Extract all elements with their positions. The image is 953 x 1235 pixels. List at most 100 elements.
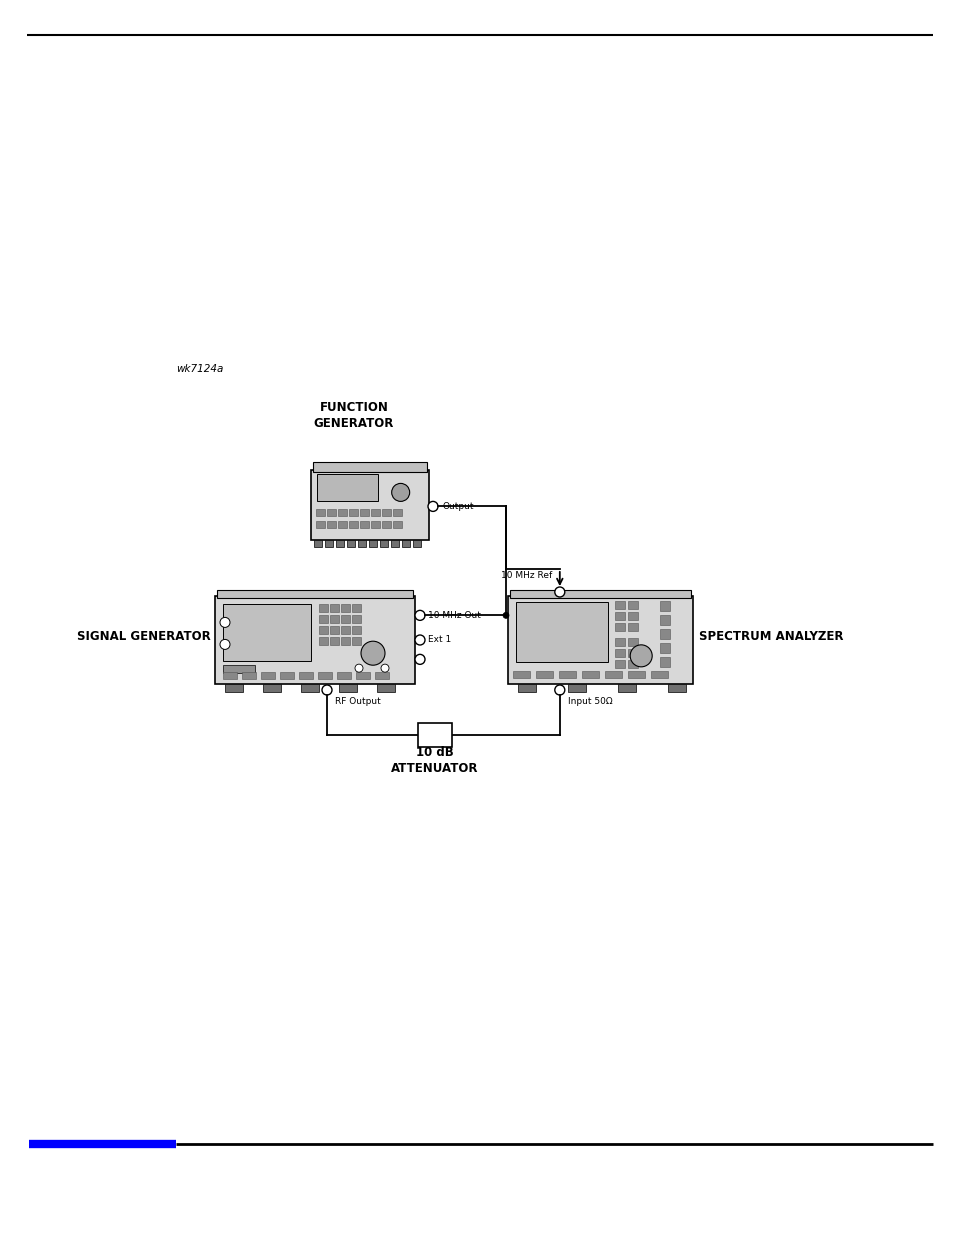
Bar xyxy=(615,650,624,657)
Bar xyxy=(375,672,389,679)
Bar xyxy=(376,684,395,692)
Bar xyxy=(340,637,350,645)
Bar xyxy=(615,638,624,646)
Circle shape xyxy=(380,664,389,672)
Bar xyxy=(627,671,644,678)
Bar xyxy=(667,684,685,692)
Bar xyxy=(355,672,370,679)
Bar xyxy=(581,671,598,678)
Circle shape xyxy=(355,664,363,672)
Bar xyxy=(352,637,360,645)
Bar xyxy=(330,626,338,634)
Bar xyxy=(628,650,638,657)
Bar xyxy=(517,684,536,692)
Text: SPECTRUM ANALYZER: SPECTRUM ANALYZER xyxy=(699,631,842,643)
Bar xyxy=(298,672,313,679)
Bar xyxy=(567,684,585,692)
Circle shape xyxy=(415,610,424,620)
Bar xyxy=(628,613,638,620)
Bar xyxy=(223,672,236,679)
Bar xyxy=(615,601,624,609)
Circle shape xyxy=(415,655,424,664)
Bar xyxy=(347,540,355,547)
Circle shape xyxy=(220,640,230,650)
Bar xyxy=(536,671,553,678)
Bar xyxy=(263,684,281,692)
Bar xyxy=(318,637,328,645)
Text: RF Output: RF Output xyxy=(335,698,380,706)
Bar xyxy=(330,604,338,613)
Text: FUNCTION
GENERATOR: FUNCTION GENERATOR xyxy=(314,401,394,430)
Bar xyxy=(340,626,350,634)
Bar xyxy=(391,540,398,547)
Bar xyxy=(659,657,669,667)
Bar xyxy=(659,643,669,653)
Circle shape xyxy=(555,587,564,597)
Bar xyxy=(371,509,379,515)
Text: 10 MHz Ref: 10 MHz Ref xyxy=(500,572,551,580)
Text: wk7124a: wk7124a xyxy=(176,364,224,374)
Bar xyxy=(318,626,328,634)
Bar xyxy=(280,672,294,679)
Bar xyxy=(313,462,427,472)
Bar xyxy=(359,509,369,515)
Text: SIGNAL GENERATOR: SIGNAL GENERATOR xyxy=(77,631,211,643)
Bar xyxy=(628,638,638,646)
Bar xyxy=(628,601,638,609)
Bar xyxy=(223,604,311,661)
Bar xyxy=(338,684,356,692)
Circle shape xyxy=(322,685,332,695)
Bar xyxy=(516,601,608,662)
Bar xyxy=(513,671,530,678)
Bar xyxy=(214,597,415,684)
Circle shape xyxy=(392,483,409,501)
Bar xyxy=(628,622,638,631)
Circle shape xyxy=(415,635,424,645)
Bar xyxy=(340,604,350,613)
Bar xyxy=(317,672,332,679)
Text: 10 MHz Out: 10 MHz Out xyxy=(428,611,480,620)
Bar xyxy=(340,615,350,622)
Bar xyxy=(604,671,621,678)
Bar xyxy=(393,520,401,527)
Bar xyxy=(311,471,429,540)
Bar xyxy=(316,474,378,500)
Bar xyxy=(659,615,669,625)
Bar xyxy=(381,509,391,515)
Bar xyxy=(349,509,357,515)
Circle shape xyxy=(555,685,564,695)
Bar xyxy=(357,540,366,547)
Bar xyxy=(315,520,325,527)
Bar xyxy=(352,604,360,613)
Bar xyxy=(379,540,388,547)
Bar xyxy=(352,626,360,634)
Circle shape xyxy=(220,618,230,627)
Bar xyxy=(369,540,376,547)
Bar xyxy=(349,520,357,527)
Bar xyxy=(507,597,692,684)
Circle shape xyxy=(630,645,652,667)
Bar xyxy=(359,520,369,527)
Bar xyxy=(650,671,667,678)
Bar xyxy=(330,637,338,645)
Bar xyxy=(315,509,325,515)
Bar xyxy=(510,590,690,598)
Bar xyxy=(615,622,624,631)
Bar xyxy=(413,540,420,547)
Bar xyxy=(242,672,255,679)
Bar xyxy=(659,629,669,638)
Text: Input 50Ω: Input 50Ω xyxy=(567,698,612,706)
Text: Ext 1: Ext 1 xyxy=(428,636,451,645)
Bar xyxy=(618,684,636,692)
Bar xyxy=(318,604,328,613)
Bar xyxy=(225,684,243,692)
Circle shape xyxy=(502,613,509,619)
Bar xyxy=(330,615,338,622)
Bar xyxy=(371,520,379,527)
Bar xyxy=(325,540,333,547)
Bar xyxy=(417,722,452,747)
Bar xyxy=(393,509,401,515)
Text: Output: Output xyxy=(442,501,474,511)
Bar xyxy=(318,615,328,622)
Bar xyxy=(314,540,322,547)
